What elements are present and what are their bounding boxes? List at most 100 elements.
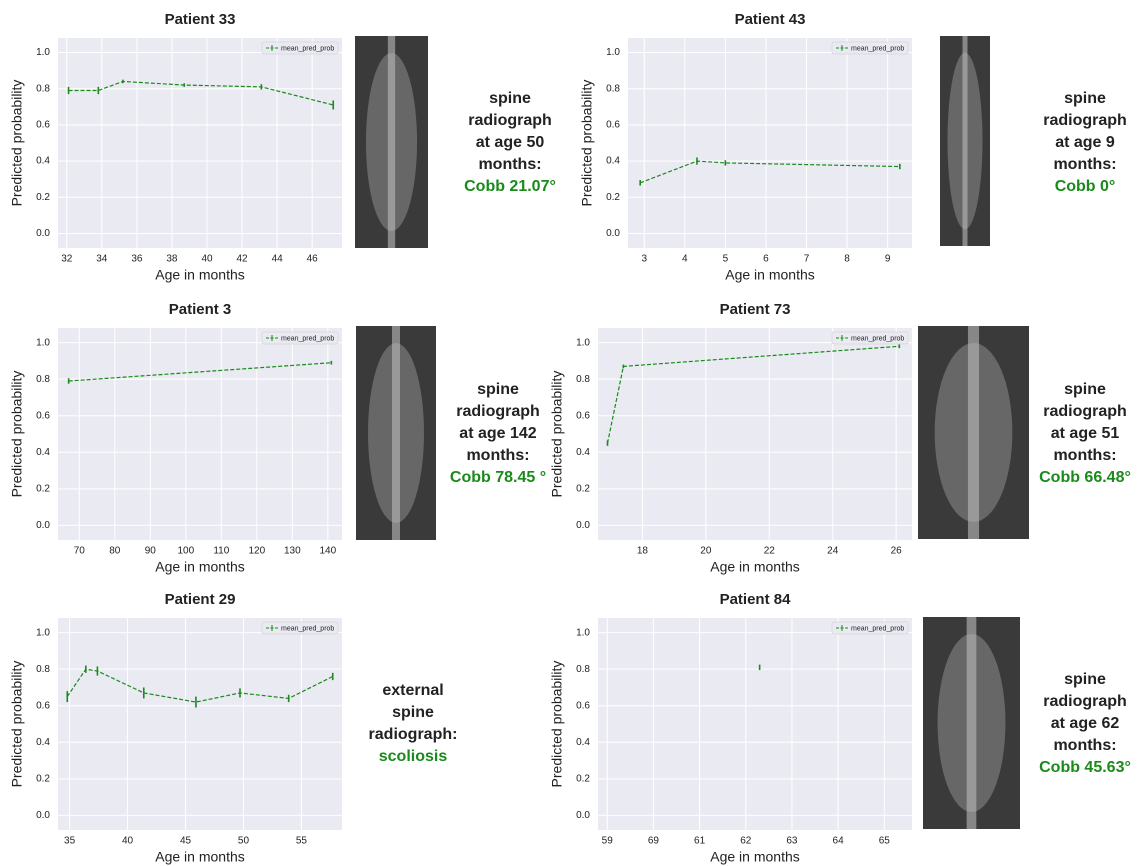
annotation: months: — [1053, 156, 1116, 173]
legend-label: mean_pred_prob — [281, 45, 334, 52]
y-tick-label: 0.4 — [36, 156, 50, 167]
x-tick-label: 36 — [131, 254, 143, 265]
y-tick-label: 0.8 — [36, 374, 50, 385]
annotation: months: — [466, 447, 529, 464]
annotation-highlight: Cobb 21.07° — [464, 178, 556, 195]
y-tick-label: 0.2 — [36, 192, 50, 203]
x-tick-label: 20 — [700, 546, 712, 557]
x-tick-label: 120 — [248, 546, 265, 557]
radiograph-image — [966, 617, 977, 829]
x-axis-label: Age in months — [710, 559, 800, 575]
legend-box — [831, 41, 909, 55]
annotation: radiograph — [468, 112, 552, 129]
y-tick-label: 0.8 — [606, 83, 620, 94]
annotation: radiograph: — [369, 726, 458, 743]
x-axis-label: Age in months — [710, 849, 800, 865]
y-tick-label: 0.2 — [606, 192, 620, 203]
radiograph-image — [387, 36, 396, 248]
x-axis-label: Age in months — [725, 267, 815, 283]
annotation: at age 51 — [1051, 425, 1120, 442]
annotation: external — [382, 682, 443, 699]
x-tick-label: 3 — [641, 254, 647, 265]
y-tick-label: 0.0 — [606, 228, 620, 239]
x-axis-label: Age in months — [155, 559, 245, 575]
y-tick-label: 0.6 — [36, 120, 50, 131]
y-tick-label: 0.0 — [576, 810, 590, 821]
y-tick-label: 0.8 — [36, 664, 50, 675]
y-tick-label: 0.8 — [576, 664, 590, 675]
plot-area — [598, 618, 912, 830]
x-tick-label: 18 — [637, 546, 649, 557]
y-tick-label: 1.0 — [576, 337, 590, 348]
x-tick-label: 130 — [284, 546, 301, 557]
x-tick-label: 45 — [180, 836, 192, 847]
data-line — [68, 362, 332, 382]
annotation: at age 9 — [1055, 134, 1115, 151]
y-tick-label: 0.2 — [36, 483, 50, 494]
y-tick-label: 0.6 — [576, 410, 590, 421]
y-axis-label: Predicted probability — [9, 80, 25, 207]
x-tick-label: 44 — [272, 254, 284, 265]
annotation: spine — [1064, 90, 1106, 107]
plot-area — [58, 618, 342, 830]
y-tick-label: 0.6 — [36, 410, 50, 421]
x-tick-label: 6 — [763, 254, 769, 265]
x-axis-label: Age in months — [155, 849, 245, 865]
x-tick-label: 100 — [177, 546, 194, 557]
annotation: spine — [477, 381, 519, 398]
y-tick-label: 0.4 — [36, 447, 50, 458]
annotation: radiograph — [1043, 403, 1127, 420]
y-tick-label: 0.6 — [576, 700, 590, 711]
y-tick-label: 0.0 — [36, 228, 50, 239]
y-tick-label: 0.2 — [36, 773, 50, 784]
y-tick-label: 1.0 — [36, 337, 50, 348]
annotation: at age 50 — [476, 134, 545, 151]
y-tick-label: 0.2 — [576, 483, 590, 494]
x-tick-label: 34 — [96, 254, 108, 265]
y-tick-label: 0.8 — [36, 83, 50, 94]
x-tick-label: 62 — [740, 836, 752, 847]
x-tick-label: 64 — [833, 836, 845, 847]
x-tick-label: 40 — [122, 836, 134, 847]
legend-label: mean_pred_prob — [281, 625, 334, 632]
legend-box — [261, 621, 339, 635]
annotation: radiograph — [1043, 693, 1127, 710]
x-tick-label: 9 — [885, 254, 891, 265]
x-tick-label: 90 — [145, 546, 157, 557]
x-tick-label: 55 — [296, 836, 308, 847]
legend-label: mean_pred_prob — [281, 335, 334, 342]
legend-label: mean_pred_prob — [851, 45, 904, 52]
annotation: at age 142 — [459, 425, 536, 442]
x-tick-label: 59 — [602, 836, 614, 847]
x-tick-label: 7 — [804, 254, 810, 265]
annotation: months: — [478, 156, 541, 173]
y-tick-label: 0.2 — [576, 773, 590, 784]
annotation: at age 62 — [1051, 715, 1120, 732]
y-tick-label: 1.0 — [606, 47, 620, 58]
annotation: spine — [392, 704, 434, 721]
annotation: radiograph — [1043, 112, 1127, 129]
annotation: months: — [1053, 737, 1116, 754]
legend-box — [261, 41, 339, 55]
y-tick-label: 0.0 — [36, 520, 50, 531]
legend-box — [831, 331, 909, 345]
y-tick-label: 0.4 — [36, 737, 50, 748]
x-tick-label: 24 — [827, 546, 839, 557]
plot-area — [58, 328, 342, 540]
y-tick-label: 0.4 — [576, 447, 590, 458]
y-tick-label: 0.8 — [576, 374, 590, 385]
legend-box — [261, 331, 339, 345]
radiograph-image — [962, 36, 968, 246]
legend-label: mean_pred_prob — [851, 335, 904, 342]
annotation: spine — [1064, 671, 1106, 688]
y-axis-label: Predicted probability — [9, 371, 25, 498]
chart-title: Patient 3 — [169, 301, 232, 318]
y-axis-label: Predicted probability — [579, 80, 595, 207]
x-tick-label: 80 — [109, 546, 121, 557]
chart-title: Patient 29 — [165, 591, 236, 608]
data-line — [639, 160, 900, 184]
x-tick-label: 38 — [166, 254, 178, 265]
y-axis-label: Predicted probability — [9, 661, 25, 788]
x-tick-label: 26 — [891, 546, 903, 557]
